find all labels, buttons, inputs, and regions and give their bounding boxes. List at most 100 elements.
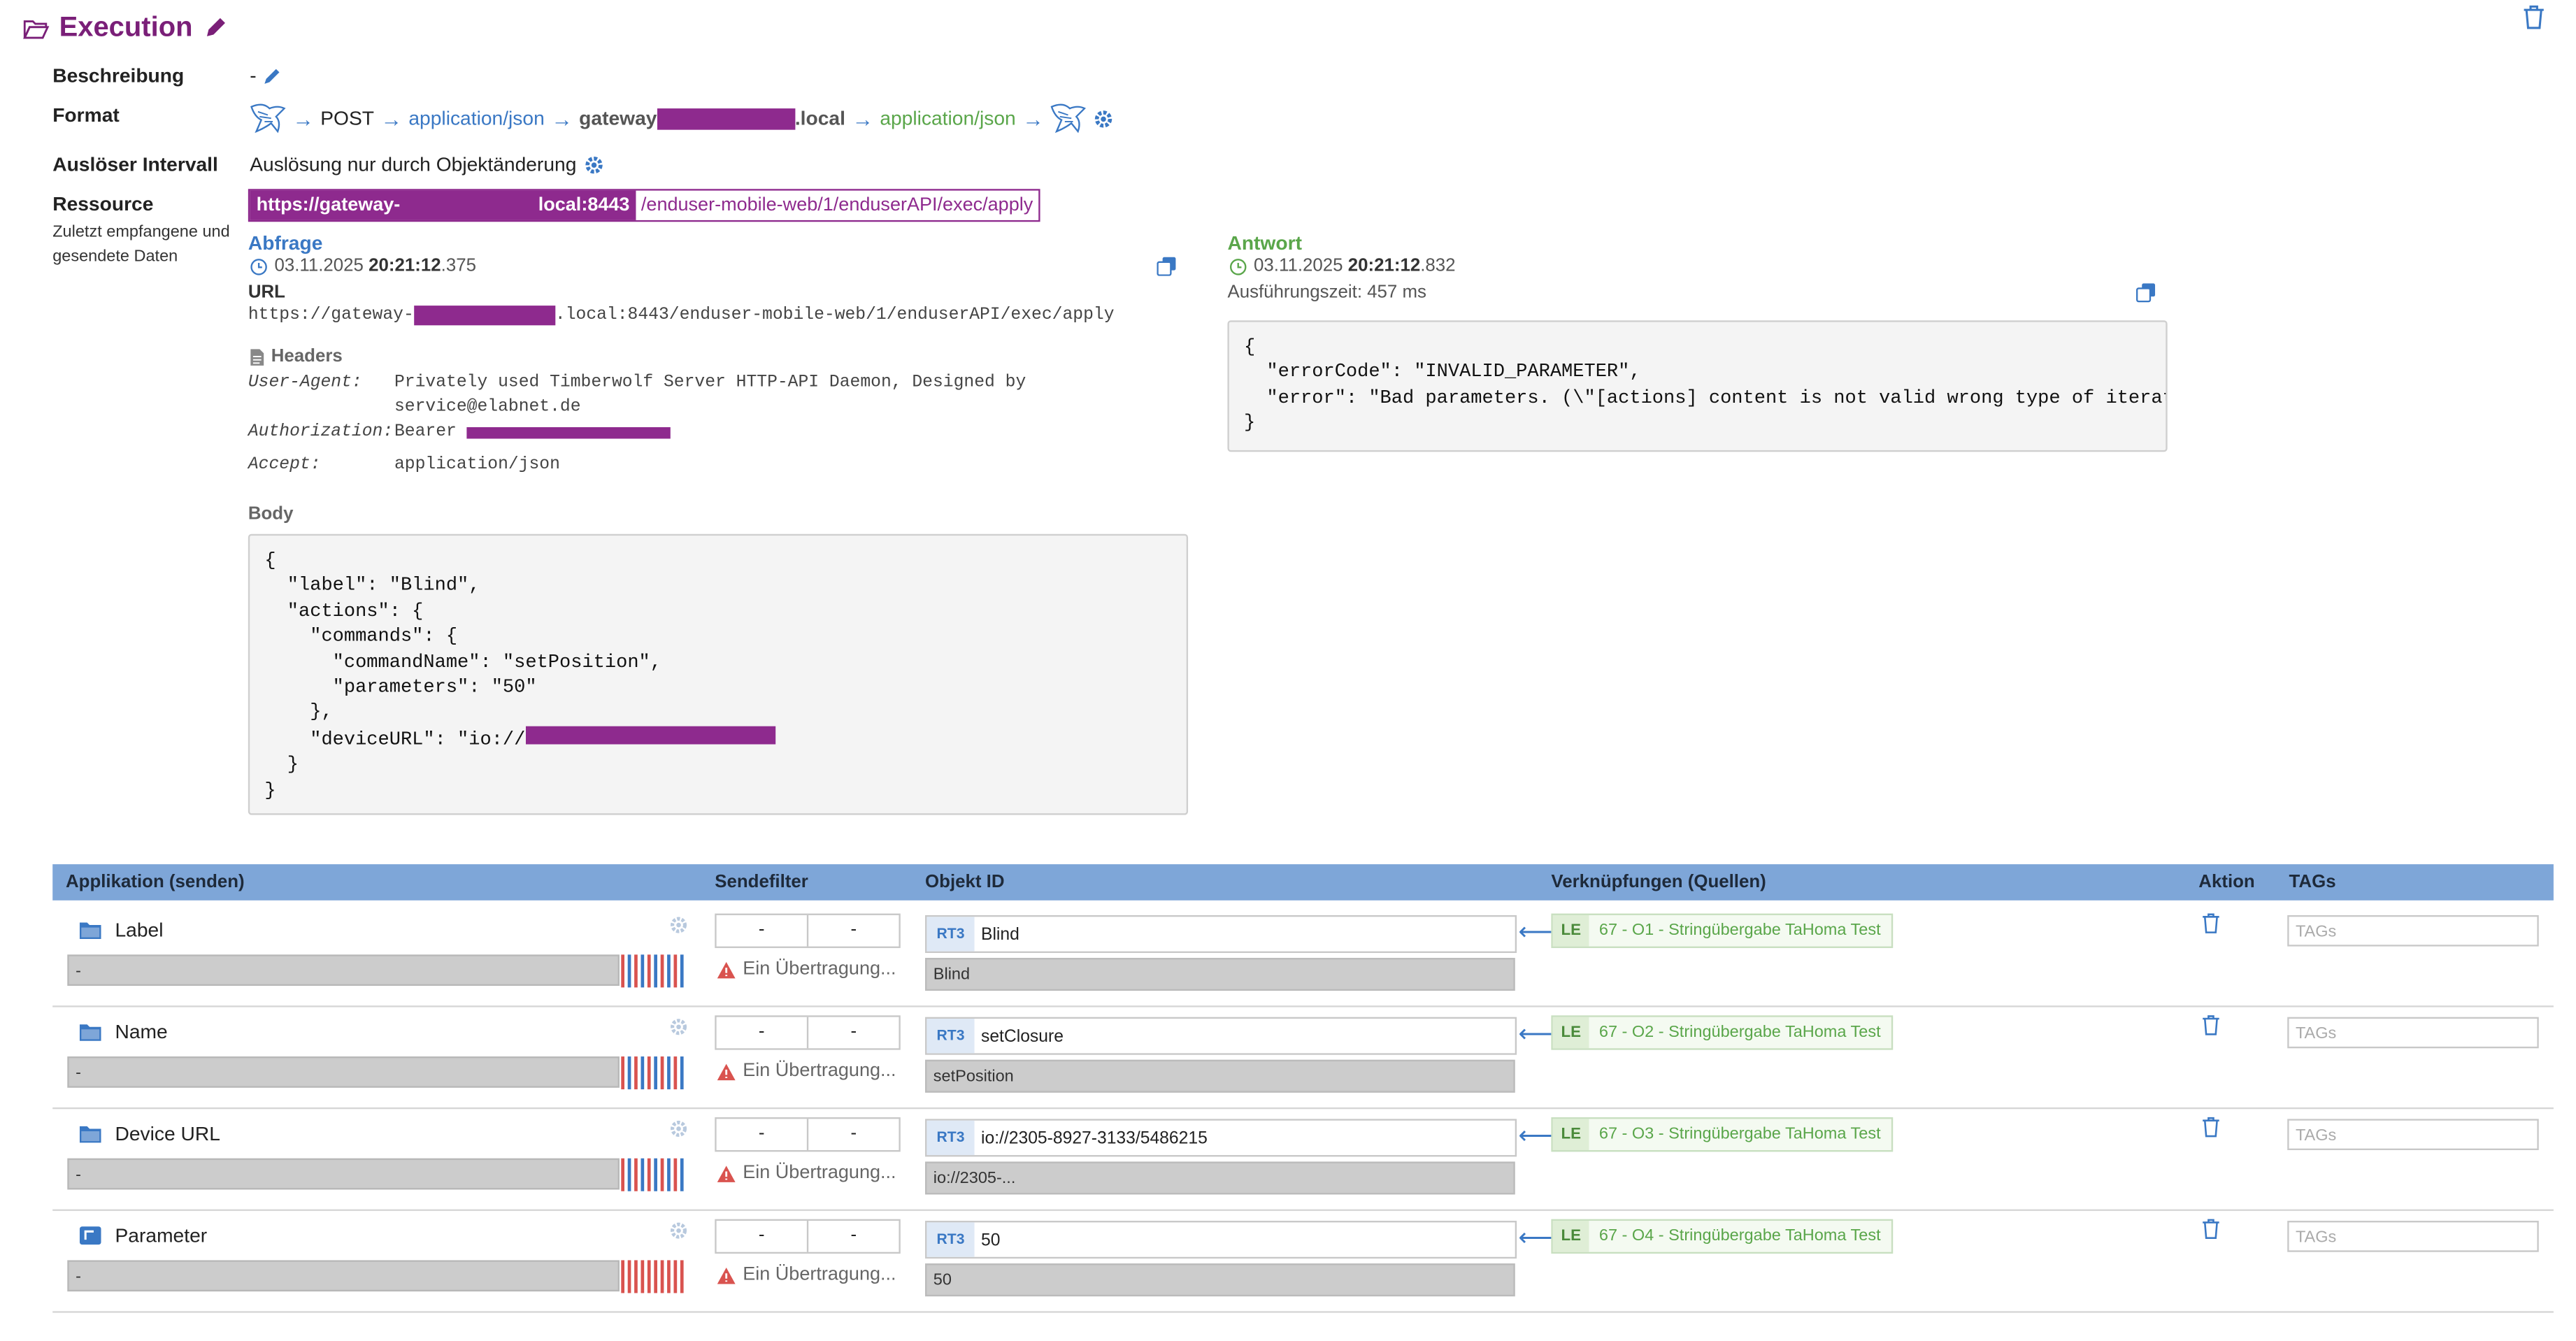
filter-a[interactable]: - xyxy=(717,915,809,947)
copy-icon[interactable] xyxy=(1157,257,1176,276)
status-bar xyxy=(660,954,664,988)
link-source[interactable]: LE 67 - O1 - Stringübergabe TaHoma Test xyxy=(1551,913,1893,948)
response-timestamp: 03.11.2025 20:21:12.832 xyxy=(1229,257,1456,276)
response-ms: .832 xyxy=(1420,256,1456,276)
trash-icon[interactable] xyxy=(2201,1217,2222,1240)
filter-a[interactable]: - xyxy=(717,1119,809,1150)
object-id-input[interactable]: RT3 50 xyxy=(925,1221,1517,1259)
row-value-field[interactable]: - xyxy=(67,1056,620,1088)
copy-icon[interactable] xyxy=(2135,282,2156,303)
request-heading: Abfrage xyxy=(248,231,323,255)
filter-b[interactable]: - xyxy=(850,920,857,940)
resource-path: /enduser-mobile-web/1/enduserAPI/exec/ap… xyxy=(641,195,1033,215)
status-bar xyxy=(647,1158,651,1191)
gateway-prefix: gateway xyxy=(579,106,657,130)
response-date: 03.11.2025 xyxy=(1254,256,1343,276)
file-icon xyxy=(250,348,264,365)
gear-icon[interactable] xyxy=(668,1017,688,1037)
gear-icon[interactable] xyxy=(583,154,605,175)
object-value: io://2305-8927-3133/5486215 xyxy=(980,1128,1208,1148)
status-bar xyxy=(627,954,631,988)
redacted-block xyxy=(413,306,555,326)
filter-b[interactable]: - xyxy=(850,1124,857,1144)
object-id-input[interactable]: RT3 io://2305-8927-3133/5486215 xyxy=(925,1119,1517,1157)
warning-text: Ein Übertragung... xyxy=(743,1061,896,1082)
pencil-icon[interactable] xyxy=(203,15,229,41)
trash-icon[interactable] xyxy=(2201,1014,2222,1037)
send-filter[interactable]: -- xyxy=(715,1219,901,1254)
trash-icon[interactable] xyxy=(2201,1116,2222,1139)
status-bar xyxy=(667,1260,671,1293)
request-url-suffix: .local:8443/enduser-mobile-web/1/enduser… xyxy=(554,306,1115,326)
status-bar xyxy=(680,1056,684,1090)
row-label: Device URL xyxy=(115,1122,220,1145)
status-bar xyxy=(667,1056,671,1090)
row-value-field[interactable]: - xyxy=(67,954,620,986)
warning-text: Ein Übertragung... xyxy=(743,1163,896,1183)
arrow-right-icon: → xyxy=(380,106,402,131)
status-bar xyxy=(621,1056,624,1090)
row-warning: Ein Übertragung... xyxy=(717,1265,896,1285)
trash-icon[interactable] xyxy=(2201,912,2222,935)
edit-pencil-icon[interactable] xyxy=(263,66,282,85)
gear-icon[interactable] xyxy=(668,1221,688,1240)
object-value: setClosure xyxy=(980,1026,1064,1046)
link-source[interactable]: LE 67 - O2 - Stringübergabe TaHoma Test xyxy=(1551,1015,1893,1050)
warning-icon xyxy=(717,1266,736,1284)
object-preview: 50 xyxy=(925,1263,1515,1297)
link-text: 67 - O3 - Stringübergabe TaHoma Test xyxy=(1598,1125,1881,1144)
arrow-right-icon: → xyxy=(852,106,873,131)
tags-input[interactable]: TAGs xyxy=(2287,915,2539,947)
gear-icon[interactable] xyxy=(668,915,688,935)
object-id-input[interactable]: RT3 setClosure xyxy=(925,1017,1517,1055)
send-filter[interactable]: -- xyxy=(715,1015,901,1050)
link-badge: LE xyxy=(1552,1119,1589,1150)
row-status-bars xyxy=(621,1056,687,1090)
filter-a[interactable]: - xyxy=(717,1017,809,1049)
resource-host-prefix: https://gateway- xyxy=(256,195,401,215)
object-value: 50 xyxy=(980,1229,1001,1250)
text-param-icon xyxy=(79,1226,101,1245)
link-source[interactable]: LE 67 - O4 - Stringübergabe TaHoma Test xyxy=(1551,1219,1893,1254)
status-bar xyxy=(647,1056,651,1090)
filter-b[interactable]: - xyxy=(850,1021,857,1042)
status-bar xyxy=(641,1260,645,1293)
header-key: User-Agent: xyxy=(248,373,362,393)
object-value: Blind xyxy=(980,924,1019,945)
request-ms: .375 xyxy=(441,256,476,276)
status-bar xyxy=(647,1260,651,1293)
redacted-block xyxy=(466,427,671,439)
filter-b[interactable]: - xyxy=(850,1226,857,1246)
object-id-input[interactable]: RT3 Blind xyxy=(925,915,1517,953)
redacted-block xyxy=(525,726,775,745)
headers-label: Headers xyxy=(271,346,343,367)
object-type-badge: RT3 xyxy=(926,1120,975,1156)
gear-icon[interactable] xyxy=(1093,108,1115,129)
link-source[interactable]: LE 67 - O3 - Stringübergabe TaHoma Test xyxy=(1551,1117,1893,1152)
status-bar xyxy=(634,1056,638,1090)
header-row: Authorization: Bearer xyxy=(248,421,1026,445)
resource-url[interactable]: https://gateway- local:8443 /enduser-mob… xyxy=(248,189,1040,222)
gear-icon[interactable] xyxy=(668,1119,688,1138)
row-name: Device URL xyxy=(79,1122,220,1145)
status-bar xyxy=(673,954,678,988)
status-bar xyxy=(673,1260,678,1293)
folder-icon xyxy=(79,1024,101,1041)
row-warning: Ein Übertragung... xyxy=(717,959,896,980)
row-value-field[interactable]: - xyxy=(67,1158,620,1190)
tags-input[interactable]: TAGs xyxy=(2287,1017,2539,1049)
row-value-field[interactable]: - xyxy=(67,1260,620,1292)
status-bar xyxy=(654,1260,657,1293)
send-filter[interactable]: -- xyxy=(715,913,901,948)
format-content-out: application/json xyxy=(408,106,545,130)
trash-icon[interactable] xyxy=(2521,3,2547,31)
col-objekt-id: Objekt ID xyxy=(925,872,1005,893)
arrow-left-icon: ⟵ xyxy=(1518,918,1554,947)
tags-input[interactable]: TAGs xyxy=(2287,1221,2539,1252)
beschreibung-text: - xyxy=(250,64,257,87)
clock-icon xyxy=(250,257,267,275)
send-filter[interactable]: -- xyxy=(715,1117,901,1152)
tags-input[interactable]: TAGs xyxy=(2287,1119,2539,1150)
filter-a[interactable]: - xyxy=(717,1221,809,1252)
status-bar xyxy=(641,1056,645,1090)
